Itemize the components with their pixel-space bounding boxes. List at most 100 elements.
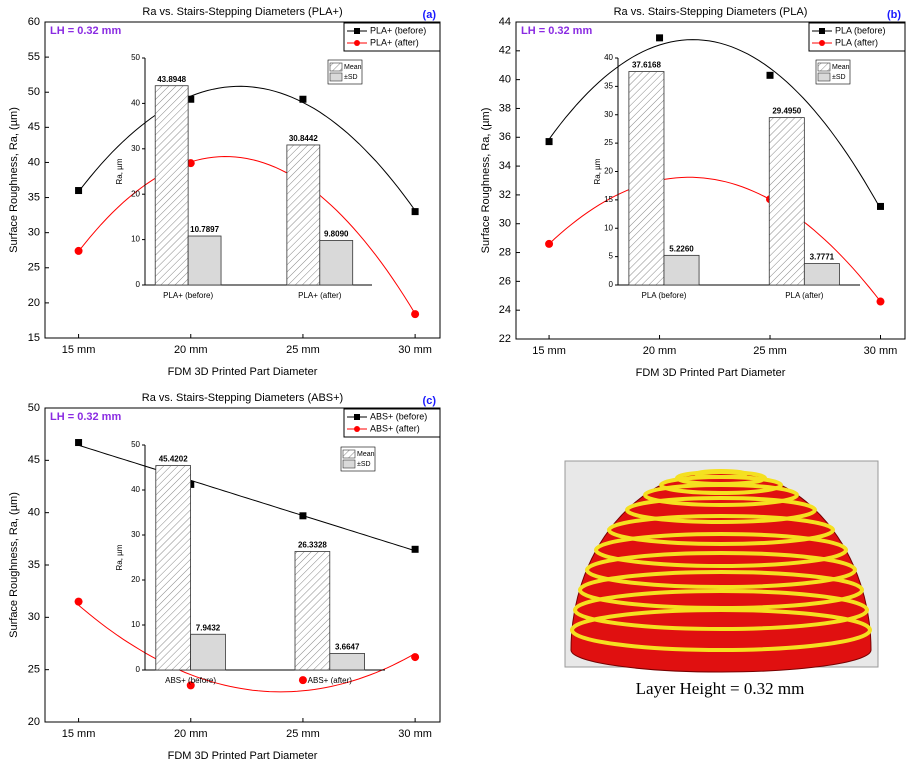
y-tick-label: 20 <box>28 297 40 309</box>
y-tick-label: 35 <box>604 81 613 90</box>
legend-swatch <box>330 63 342 71</box>
y-tick-label: 45 <box>28 121 40 133</box>
legend-label: PLA (after) <box>835 37 878 47</box>
data-point <box>75 439 82 446</box>
bar-value-label: 7.9432 <box>196 623 221 632</box>
x-tick-label: 25 mm <box>753 345 787 357</box>
bar-value-label: 3.7771 <box>810 253 835 262</box>
fit-curve <box>79 605 416 692</box>
data-point <box>299 96 306 103</box>
y-tick-label: 42 <box>499 45 511 57</box>
x-tick-label: 25 mm <box>286 728 320 740</box>
plot-frame <box>45 22 440 338</box>
data-point <box>767 72 774 79</box>
y-tick-label: 10 <box>604 223 613 232</box>
y-tick-label: 32 <box>499 189 511 201</box>
bar <box>188 236 221 285</box>
x-tick-label: 15 mm <box>532 345 566 357</box>
x-axis-label: FDM 3D Printed Part Diameter <box>636 367 786 379</box>
panel-label: (c) <box>423 395 437 407</box>
y-tick-label: 0 <box>136 665 141 674</box>
x-tick-label: 20 mm <box>174 344 208 356</box>
x-tick-label: ABS+ (after) <box>308 676 353 685</box>
bar-value-label: 43.8948 <box>157 75 186 84</box>
x-tick-label: PLA (before) <box>642 291 687 300</box>
y-tick-label: 25 <box>28 664 40 676</box>
data-point <box>877 203 884 210</box>
legend-swatch <box>330 73 342 81</box>
data-point <box>412 546 419 553</box>
y-tick-label: 10 <box>131 620 140 629</box>
bar-value-label: 37.6168 <box>632 61 661 70</box>
bar-value-label: 3.6647 <box>335 643 360 652</box>
y-tick-label: 36 <box>499 131 511 143</box>
y-tick-label: 50 <box>28 402 40 414</box>
x-tick-label: PLA+ (after) <box>298 291 342 300</box>
x-tick-label: PLA+ (before) <box>163 291 213 300</box>
y-tick-label: 22 <box>499 333 511 345</box>
data-point <box>299 512 306 519</box>
legend-marker <box>819 28 825 34</box>
legend-label: PLA (before) <box>835 25 886 35</box>
y-tick-label: 40 <box>131 99 140 108</box>
x-tick-label: 20 mm <box>174 728 208 740</box>
y-tick-label: 25 <box>604 138 613 147</box>
legend-marker <box>354 28 360 34</box>
x-axis-label: FDM 3D Printed Part Diameter <box>168 750 318 762</box>
legend-marker <box>819 40 825 46</box>
y-tick-label: 34 <box>499 160 511 172</box>
figure: Layer Height = 0.32 mm 15202530354045505… <box>0 0 912 768</box>
bar <box>664 255 699 285</box>
x-tick-label: 30 mm <box>864 345 898 357</box>
y-axis-label: Ra, µm <box>115 544 124 570</box>
bar-value-label: 30.8442 <box>289 134 318 143</box>
layer-image: Layer Height = 0.32 mm <box>565 461 878 698</box>
bar <box>769 118 804 285</box>
legend-marker <box>354 414 360 420</box>
legend-label: Mean <box>357 451 375 458</box>
annotation: LH = 0.32 mm <box>521 25 592 37</box>
legend-swatch <box>818 73 830 81</box>
y-tick-label: 45 <box>28 454 40 466</box>
y-tick-label: 15 <box>604 195 613 204</box>
legend-label: ±SD <box>344 74 358 81</box>
y-tick-label: 20 <box>604 167 613 176</box>
legend-label: ABS+ (after) <box>370 423 420 433</box>
y-tick-label: 30 <box>499 218 511 230</box>
chart-title: Ra vs. Stairs-Stepping Diameters (PLA) <box>614 6 808 18</box>
data-point <box>545 240 553 248</box>
data-point <box>412 208 419 215</box>
bar <box>287 145 320 285</box>
y-tick-label: 44 <box>499 16 511 28</box>
legend-label: PLA+ (before) <box>370 25 426 35</box>
bar <box>155 86 188 285</box>
y-tick-label: 20 <box>131 189 140 198</box>
y-tick-label: 40 <box>28 507 40 519</box>
y-axis-label: Surface Roughness, Ra, (µm) <box>480 108 492 254</box>
x-tick-label: 30 mm <box>398 344 432 356</box>
bar <box>156 466 191 670</box>
x-axis-label: FDM 3D Printed Part Diameter <box>168 366 318 378</box>
data-point <box>411 653 419 661</box>
data-point <box>656 34 663 41</box>
y-tick-label: 40 <box>131 485 140 494</box>
bar-value-label: 26.3328 <box>298 541 327 550</box>
bar <box>295 552 330 670</box>
y-tick-label: 24 <box>499 304 511 316</box>
legend-label: Mean <box>344 64 362 71</box>
x-tick-label: PLA (after) <box>785 291 824 300</box>
legend-label: Mean <box>832 64 850 71</box>
bar-value-label: 45.4202 <box>159 455 188 464</box>
y-tick-label: 30 <box>28 227 40 239</box>
data-point <box>75 187 82 194</box>
legend-label: ±SD <box>357 461 371 468</box>
x-tick-label: 15 mm <box>62 344 96 356</box>
y-tick-label: 35 <box>28 559 40 571</box>
x-tick-label: ABS+ (before) <box>165 676 216 685</box>
y-tick-label: 5 <box>609 252 614 261</box>
fit-curve <box>79 157 416 314</box>
legend-label: ±SD <box>832 74 846 81</box>
y-tick-label: 26 <box>499 275 511 287</box>
bar <box>191 634 226 670</box>
y-tick-label: 0 <box>136 280 141 289</box>
